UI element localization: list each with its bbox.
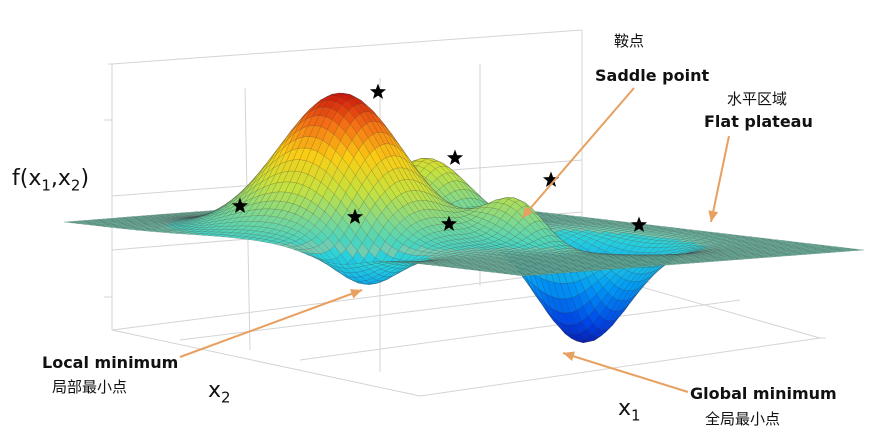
- critical-point-star: [369, 83, 387, 99]
- axes-grid-line: [299, 299, 741, 361]
- annotation-arrow-line: [521, 87, 635, 219]
- annotation-arrow-head: [349, 289, 362, 299]
- x1-axis-label: x1: [618, 396, 641, 425]
- plateau-label-en: Flat plateau: [704, 112, 813, 131]
- saddle-label-cn: 鞍点: [614, 32, 645, 50]
- x2-axis-label: x2: [208, 378, 231, 407]
- axes-grid-line: [419, 337, 821, 397]
- axes-grid-line: [111, 269, 583, 331]
- annotation-arrow-head: [563, 351, 575, 362]
- saddle-label-en: Saddle point: [595, 66, 710, 85]
- global-minimum-label-en: Global minimum: [690, 384, 837, 403]
- critical-point-star: [446, 149, 464, 165]
- annotation-arrow-line: [710, 135, 730, 223]
- annotation-arrow-line: [179, 289, 363, 358]
- local-minimum-label-cn: 局部最小点: [52, 378, 128, 396]
- z-axis-label: f(x1,x2): [12, 166, 90, 195]
- axes-grid-line: [111, 29, 583, 65]
- local-minimum-label-en: Local minimum: [42, 353, 179, 372]
- global-minimum-label-cn: 全局最小点: [705, 410, 781, 428]
- surface-mesh: [63, 92, 865, 343]
- axes-grid-line: [111, 329, 421, 397]
- plateau-label-cn: 水平区域: [727, 90, 788, 108]
- annotation-arrow-head: [708, 210, 719, 222]
